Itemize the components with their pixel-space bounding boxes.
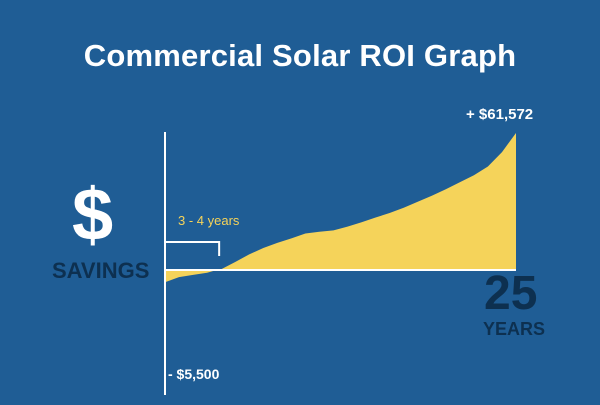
x-axis-end-unit: YEARS bbox=[483, 319, 546, 339]
end-value-label: + $61,572 bbox=[466, 106, 534, 123]
negative-savings-area bbox=[165, 270, 218, 283]
x-axis-end-number: 25 bbox=[484, 267, 538, 320]
y-axis-label: SAVINGS bbox=[52, 258, 150, 283]
positive-savings-area bbox=[217, 133, 516, 270]
dollar-icon: $ bbox=[72, 173, 114, 256]
chart-title: Commercial Solar ROI Graph bbox=[83, 38, 517, 73]
payback-period-label: 3 - 4 years bbox=[178, 213, 240, 228]
payback-bracket bbox=[164, 241, 221, 256]
start-value-label: - $5,500 bbox=[168, 366, 220, 382]
